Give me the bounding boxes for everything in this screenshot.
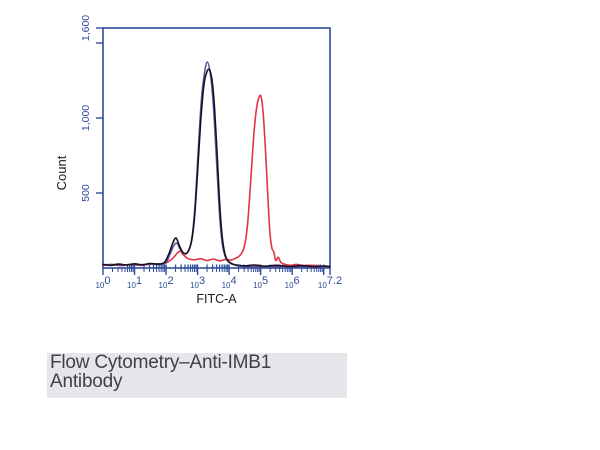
x-axis-title: FITC-A: [196, 292, 237, 306]
y-tick-label: 1,000: [80, 105, 92, 131]
x-tick-label: 105: [253, 275, 268, 290]
x-tick-label: 106: [285, 275, 300, 290]
x-tick-label: 100: [95, 275, 110, 290]
x-tick-label: 103: [190, 275, 205, 290]
flow-histogram-canvas: 500 1,000 1,600 100 101 102 103 104 105 106 107.2 C…: [54, 15, 342, 306]
y-tick-label: 1,600: [80, 15, 92, 41]
series-control-purple-curve: [102, 61, 331, 268]
figure-caption-bar: Flow Cytometry–Anti-IMB1 Antibody: [47, 353, 347, 398]
y-axis-title: Count: [54, 155, 69, 190]
y-tick-label: 500: [80, 184, 92, 202]
series-control-black-curve: [102, 68, 331, 268]
series-anti-imb1-stained-curve: [102, 94, 331, 268]
flow-cytometry-chart: 500 1,000 1,600 100 101 102 103 104 105 106 107.2 C…: [0, 0, 400, 330]
x-tick-label: 101: [127, 275, 142, 290]
x-tick-label: 104: [222, 275, 237, 290]
x-tick-label: 102: [159, 275, 174, 290]
figure-caption: Flow Cytometry–Anti-IMB1 Antibody: [50, 352, 272, 392]
x-tick-label: 107.2: [318, 275, 342, 290]
